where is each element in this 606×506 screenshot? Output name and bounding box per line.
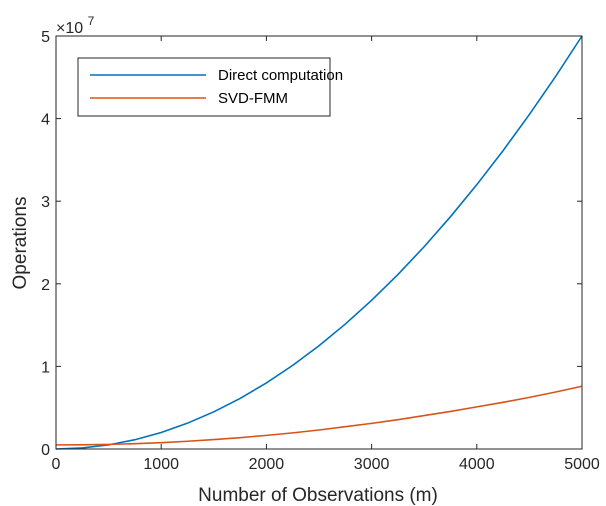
x-tick-label: 4000 [459, 456, 495, 473]
legend-label-0: Direct computation [218, 67, 343, 84]
y-tick-label: 5 [41, 29, 50, 46]
y-tick-label: 4 [41, 112, 50, 129]
legend-box [77, 57, 331, 117]
x-tick-label: 5000 [564, 456, 600, 473]
y-tick-label: 3 [41, 194, 50, 211]
y-multiplier: ×10 7 [56, 14, 95, 37]
y-axis-label: Operations [10, 197, 31, 290]
axes-box [55, 35, 583, 450]
y-tick-label: 2 [41, 277, 50, 294]
plot-area: 0 1000 2000 3000 4000 5000 0 1 2 3 4 5 Direct comput… [41, 29, 600, 473]
y-tick-label: 1 [41, 359, 50, 376]
y-multiplier-exponent: 7 [88, 14, 95, 28]
x-axis-label: Number of Observations (m) [198, 485, 438, 506]
legend-label-1: SVD-FMM [218, 90, 288, 107]
x-tick-label: 1000 [143, 456, 179, 473]
y-multiplier-base: ×10 [56, 20, 83, 37]
x-tick-label: 3000 [354, 456, 390, 473]
x-tick-label: 2000 [249, 456, 285, 473]
x-tick-label: 0 [52, 456, 61, 473]
series-line-1 [55, 385, 583, 446]
series-line-0 [55, 35, 583, 450]
y-tick-label: 0 [41, 442, 50, 459]
